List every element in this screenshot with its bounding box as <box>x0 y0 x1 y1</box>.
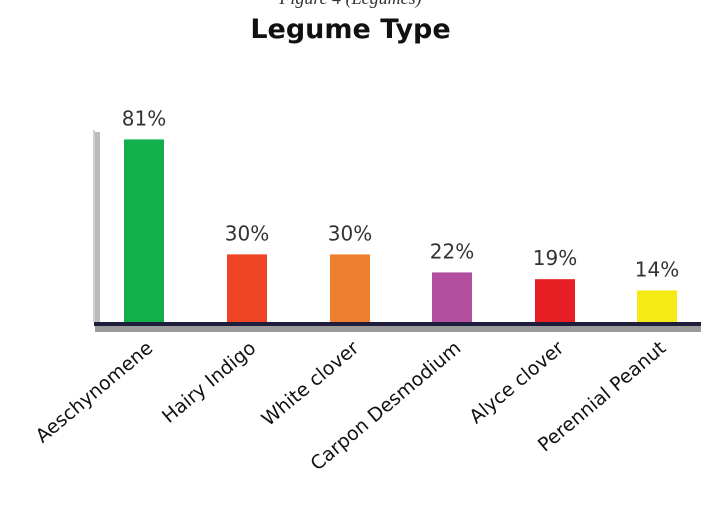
x-axis-shadow <box>95 325 701 332</box>
value-label-6: 14% <box>635 257 679 281</box>
value-labels-group: 81% 30% 30% 22% 19% 14% <box>122 106 679 281</box>
bar-6 <box>637 290 677 322</box>
value-label-4: 22% <box>430 239 474 263</box>
value-label-5: 19% <box>533 246 577 270</box>
value-label-3: 30% <box>328 221 372 245</box>
chart-axes <box>93 130 701 332</box>
bar-3 <box>330 254 370 322</box>
value-label-2: 30% <box>225 221 269 245</box>
category-label-1: Aeschynomene <box>32 337 158 447</box>
category-label-2: Hairy Indigo <box>158 337 260 428</box>
bars-group <box>124 139 677 322</box>
chart-title: Legume Type <box>250 14 451 45</box>
bar-5 <box>535 279 575 322</box>
y-axis-shadow <box>95 132 100 330</box>
category-label-3: White clover <box>258 337 364 431</box>
figure-caption: Figure 4 (Legumes) <box>0 0 701 9</box>
value-label-1: 81% <box>122 106 166 130</box>
bar-4 <box>432 272 472 322</box>
bar-1 <box>124 139 164 322</box>
category-label-5: Alyce clover <box>465 337 568 428</box>
bar-2 <box>227 254 267 322</box>
